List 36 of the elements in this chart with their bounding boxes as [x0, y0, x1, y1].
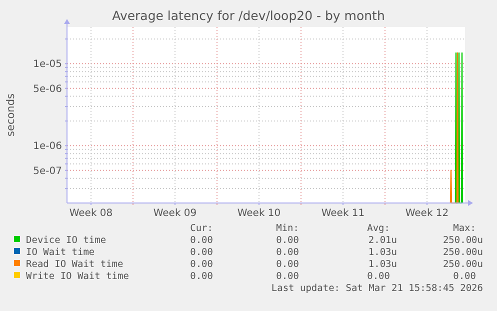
y-tick-label: 5e-06: [33, 84, 62, 95]
text: Avg:: [367, 223, 390, 234]
x-tick-label: Week 09: [153, 208, 197, 219]
text: 0.00: [276, 259, 300, 270]
legend-label: IO Wait time: [26, 247, 95, 258]
text: 250.00u: [442, 235, 483, 246]
text: Min:: [276, 223, 299, 234]
y-tick-label: 5e-07: [33, 166, 62, 177]
y-axis-title: seconds: [5, 94, 17, 136]
text: 0.00: [190, 247, 214, 258]
text: 0.00: [276, 271, 300, 282]
y-tick-label: 1e-06: [33, 141, 62, 152]
legend-label: Device IO time: [26, 235, 106, 246]
text: 0.00: [190, 259, 214, 270]
x-tick-label: Week 10: [237, 208, 281, 219]
text: Cur:: [190, 223, 213, 234]
chart-title: Average latency for /dev/loop20 - by month: [112, 8, 385, 23]
x-tick-label: Week 08: [69, 208, 113, 219]
text: 0.00: [453, 271, 476, 282]
legend-label: Write IO Wait time: [26, 271, 130, 282]
text: 250.00u: [442, 259, 483, 270]
text: 0.00: [190, 235, 214, 246]
text: Max:: [453, 223, 476, 234]
y-tick-label: 1e-05: [33, 59, 62, 70]
x-tick-label: Week 11: [321, 208, 365, 219]
text: 0.00: [367, 271, 390, 282]
text: 250.00u: [442, 247, 483, 258]
text: 0.00: [190, 271, 214, 282]
text: 0.00: [276, 235, 300, 246]
legend-label: Read IO Wait time: [26, 259, 124, 270]
text: Last update: Sat Mar 21 15:58:45 2026: [271, 283, 484, 294]
text: 1.03u: [368, 259, 397, 270]
x-tick-label: Week 12: [405, 208, 449, 219]
text: 1.03u: [368, 247, 397, 258]
text: 2.01u: [368, 235, 397, 246]
text: 0.00: [276, 247, 300, 258]
